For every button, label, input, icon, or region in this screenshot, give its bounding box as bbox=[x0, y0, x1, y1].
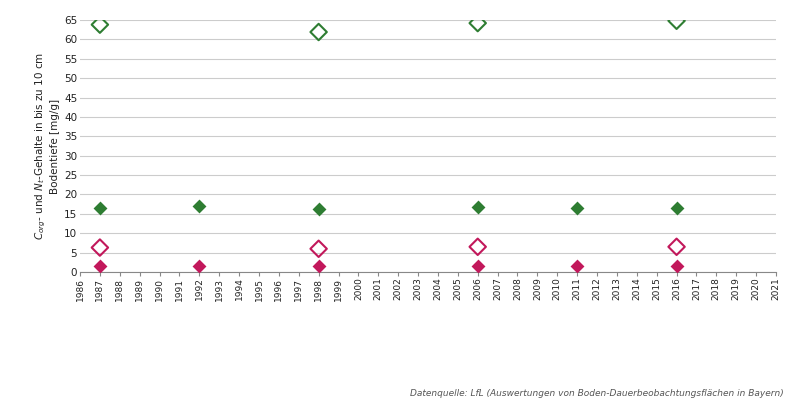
Point bbox=[312, 246, 325, 252]
Point bbox=[670, 18, 683, 24]
Point bbox=[471, 244, 484, 250]
Point bbox=[471, 204, 484, 210]
Text: Datenquelle: LfL (Auswertungen von Boden-Dauerbeobachtungsflächen in Bayern): Datenquelle: LfL (Auswertungen von Boden… bbox=[410, 389, 784, 398]
Point bbox=[312, 29, 325, 35]
Point bbox=[670, 244, 683, 250]
Point bbox=[94, 262, 106, 269]
Point bbox=[94, 205, 106, 211]
Point bbox=[670, 262, 683, 269]
Point bbox=[570, 262, 583, 269]
Point bbox=[193, 203, 206, 210]
Point bbox=[471, 20, 484, 26]
Y-axis label: $C_{org}$- und $N_t$-Gehalte in bis zu 10 cm
Bodentiefe [mg/g]: $C_{org}$- und $N_t$-Gehalte in bis zu 1… bbox=[34, 52, 60, 240]
Point bbox=[94, 244, 106, 251]
Point bbox=[312, 206, 325, 212]
Point bbox=[471, 262, 484, 269]
Point bbox=[94, 22, 106, 28]
Point bbox=[193, 262, 206, 269]
Point bbox=[570, 205, 583, 212]
Point bbox=[312, 262, 325, 269]
Point bbox=[670, 205, 683, 211]
